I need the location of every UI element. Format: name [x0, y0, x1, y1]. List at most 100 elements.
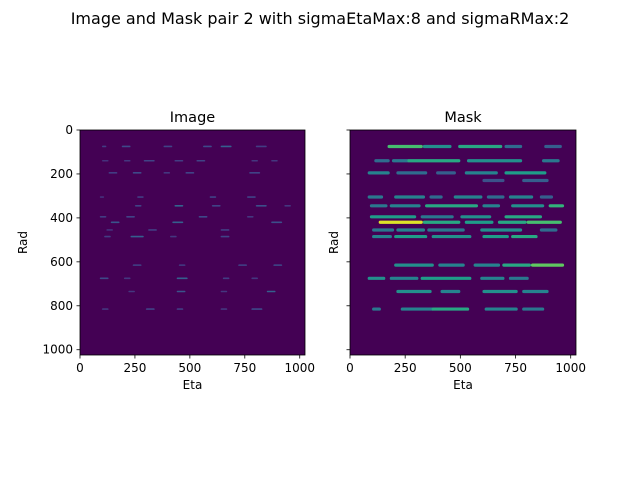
x-tick-label: 250: [394, 361, 417, 375]
heatmap-streak: [422, 144, 452, 149]
heatmap-streak: [222, 277, 230, 280]
heatmap-streak: [372, 228, 395, 232]
x-tick-label: 750: [233, 361, 256, 375]
heatmap-streak: [174, 205, 184, 207]
panel-image: 0 250 500 750 100002004006008001000ImageEtaR…: [16, 110, 315, 392]
panel-title: Mask: [444, 110, 482, 126]
heatmap-streak: [389, 204, 421, 208]
heatmap-streak: [440, 289, 461, 294]
heatmap-streak: [123, 277, 131, 280]
heatmap-streak: [372, 307, 381, 311]
heatmap-streak: [504, 215, 543, 219]
heatmap-streak: [367, 171, 390, 175]
heatmap-streak: [480, 276, 505, 280]
heatmap-streak: [163, 145, 173, 148]
heatmap-streak: [522, 307, 545, 311]
heatmap-streak: [104, 235, 111, 238]
heatmap-streak: [548, 204, 565, 208]
y-axis-label: Rad: [16, 231, 30, 254]
heatmap-streak: [174, 159, 184, 162]
heatmap-streak: [163, 172, 171, 174]
heatmap-streak: [220, 308, 228, 310]
heatmap-streak: [198, 215, 208, 218]
heatmap-streak: [486, 195, 505, 199]
x-axis-label: Eta: [183, 378, 203, 392]
heatmap-streak: [484, 307, 518, 311]
heatmap-streak: [170, 235, 177, 238]
heatmap-streak: [101, 145, 107, 148]
heatmap-streak: [196, 159, 206, 162]
heatmap-streak: [145, 308, 155, 310]
heatmap-streak: [407, 159, 461, 163]
x-tick-label: 500: [178, 361, 201, 375]
y-tick-label: 1000: [42, 343, 73, 357]
heatmap-streak: [132, 264, 142, 266]
heatmap-streak: [185, 172, 195, 174]
x-tick-label: 250: [123, 361, 146, 375]
heatmap-streak: [422, 220, 461, 224]
heatmap-streak: [522, 178, 549, 183]
heatmap-streak: [400, 307, 434, 311]
figure-suptitle: Image and Mask pair 2 with sigmaEtaMax:8…: [71, 9, 570, 28]
x-axis-label: Eta: [453, 378, 473, 392]
y-tick-label: 400: [50, 211, 73, 225]
heatmap-streak: [482, 204, 501, 208]
heatmap-streak: [123, 159, 131, 162]
heatmap-streak: [482, 289, 518, 294]
heatmap-streak: [369, 204, 388, 208]
heatmap-streak: [464, 220, 494, 224]
heatmap-streak: [271, 159, 278, 162]
heatmap-streak: [497, 220, 527, 224]
heatmap-streak: [220, 229, 230, 231]
heatmap-streak: [238, 264, 247, 266]
heatmap-streak: [464, 171, 498, 175]
heatmap-streak: [420, 215, 454, 219]
heatmap-streak: [266, 290, 276, 293]
heatmap-streak: [128, 290, 135, 293]
heatmap-streak: [482, 234, 509, 239]
heatmap-streak: [178, 264, 186, 266]
heatmap-streak: [374, 159, 390, 163]
y-tick-label: 200: [50, 167, 73, 181]
heatmap-streak: [378, 220, 423, 224]
heatmap-streak: [220, 145, 232, 148]
heatmap-streak: [176, 277, 188, 280]
heatmap-background: [350, 130, 576, 355]
heatmap-streak: [121, 145, 131, 148]
heatmap-streak: [101, 159, 109, 162]
heatmap-streak: [220, 235, 230, 238]
heatmap-streak: [126, 215, 135, 218]
y-axis-label: Rad: [327, 231, 341, 254]
heatmap-streak: [394, 195, 426, 199]
heatmap-streak: [482, 178, 505, 183]
heatmap-streak: [511, 234, 538, 239]
heatmap-streak: [539, 228, 558, 232]
heatmap-streak: [99, 277, 109, 280]
heatmap-streak: [427, 228, 465, 232]
heatmap-streak: [106, 229, 113, 231]
heatmap-streak: [453, 195, 483, 199]
heatmap-streak: [544, 144, 562, 149]
heatmap-streak: [249, 172, 261, 174]
panel-title: Image: [170, 110, 215, 126]
x-tick-label: 0: [346, 361, 354, 375]
heatmap-streak: [134, 205, 142, 207]
axes-frame: [349, 129, 577, 356]
heatmap-streak: [511, 204, 545, 208]
heatmap-streak: [508, 276, 529, 280]
heatmap-streak: [284, 205, 291, 207]
heatmap-streak: [473, 263, 501, 267]
heatmap-streak: [369, 215, 417, 219]
heatmap-streak: [466, 159, 523, 163]
heatmap-streak: [132, 172, 142, 174]
heatmap-streak: [99, 215, 107, 218]
x-tick-label: 1000: [555, 361, 586, 375]
heatmap-streak: [367, 195, 384, 199]
heatmap-streak: [458, 144, 503, 149]
x-tick-label: 500: [449, 361, 472, 375]
heatmap-streak: [176, 290, 186, 293]
heatmap-streak: [271, 221, 283, 224]
heatmap-streak: [209, 196, 217, 198]
heatmap-streak: [436, 171, 456, 175]
